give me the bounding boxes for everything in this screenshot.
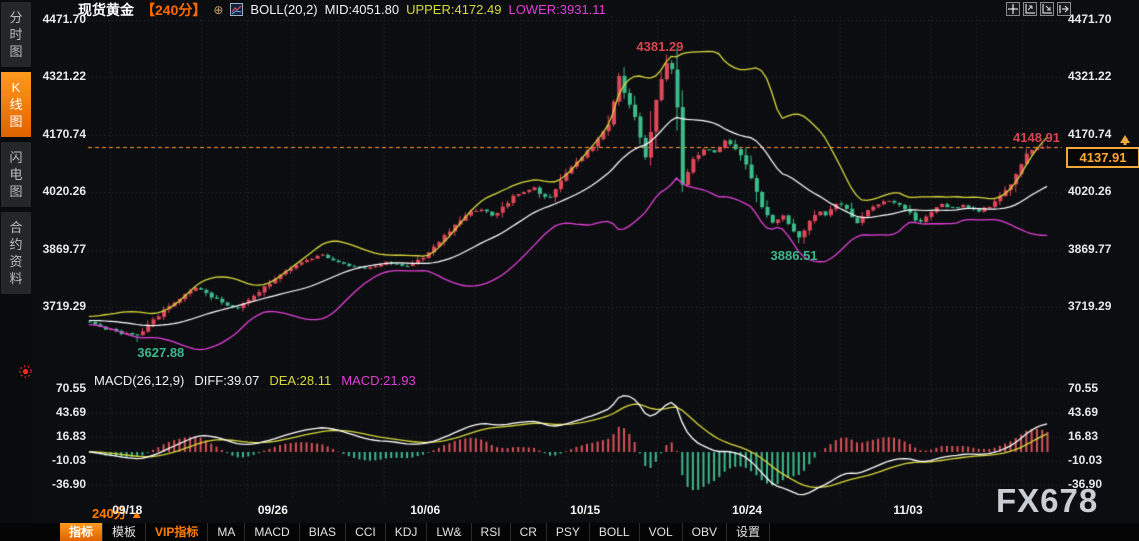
toolbar-item-RSI[interactable]: RSI xyxy=(472,523,511,541)
macd-axis-label: -10.03 xyxy=(51,452,86,467)
sidebar-tab-4[interactable]: 合约资料 xyxy=(1,212,31,294)
macd-axis-label: 70.55 xyxy=(55,380,86,395)
latest-price-pin-icon[interactable] xyxy=(1119,134,1131,146)
chart-tool-buttons xyxy=(1006,2,1071,16)
period-badge[interactable]: 【240分】 xyxy=(141,1,207,18)
toolbar-item-设置[interactable]: 设置 xyxy=(727,523,770,541)
main-axis-label: 4170.74 xyxy=(1068,126,1112,141)
toolbar-item-KDJ[interactable]: KDJ xyxy=(386,523,428,541)
toolbar-item-VOL[interactable]: VOL xyxy=(640,523,683,541)
symbol-name: 现货黄金 xyxy=(78,1,134,18)
macd-axis-label: 43.69 xyxy=(55,404,86,419)
macd-axis-label: 16.83 xyxy=(55,428,86,443)
toolbar-item-LW&[interactable]: LW& xyxy=(427,523,472,541)
period-selector[interactable]: 240分 ▲ xyxy=(92,506,144,521)
price-annotation: 3627.88 xyxy=(137,344,185,360)
main-axis-label: 3869.77 xyxy=(42,241,86,256)
x-axis-date: 10/24 xyxy=(732,503,763,517)
main-axis-label: 4321.22 xyxy=(1068,69,1112,84)
price-annotation: 4148.91 xyxy=(1013,129,1060,145)
macd-title[interactable]: MACD(26,12,9) xyxy=(94,373,185,388)
x-axis-date: 09/18 xyxy=(112,503,143,517)
toolbar-item-PSY[interactable]: PSY xyxy=(547,523,590,541)
main-axis-label: 3869.77 xyxy=(1068,241,1112,256)
main-axis-label: 3719.29 xyxy=(42,298,86,313)
macd-axis-label: -10.03 xyxy=(1068,452,1103,467)
toolbar-item-MACD[interactable]: MACD xyxy=(245,523,300,541)
main-axis-label: 3719.29 xyxy=(1068,298,1112,313)
sidebar-tab-3[interactable]: 闪电图 xyxy=(1,142,31,207)
main-axis-label: 4020.26 xyxy=(42,184,86,199)
watermark-logo: FX678 xyxy=(996,482,1099,519)
boll-settings-label[interactable]: BOLL(20,2) xyxy=(250,2,318,17)
axis-zoom-out-icon[interactable] xyxy=(1040,2,1054,16)
x-axis-date: 10/06 xyxy=(410,503,441,517)
last-price-tag[interactable]: 4137.91 xyxy=(1066,147,1139,168)
boll-lower-value: LOWER:3931.11 xyxy=(508,2,606,17)
macd-macd-value: MACD:21.93 xyxy=(341,373,416,388)
mini-chart-icon[interactable] xyxy=(230,3,244,16)
macd-dea-value: DEA:28.11 xyxy=(269,373,332,388)
x-axis-date: 10/15 xyxy=(570,503,601,517)
axis-zoom-in-icon[interactable] xyxy=(1023,2,1037,16)
boll-mid-value: MID:4051.80 xyxy=(324,2,400,17)
main-axis-label: 4170.74 xyxy=(42,126,86,141)
toolbar-spacer xyxy=(0,523,60,541)
jump-to-latest-icon[interactable] xyxy=(1057,2,1071,16)
x-axis-date: 09/26 xyxy=(257,503,288,517)
toolbar-item-BIAS[interactable]: BIAS xyxy=(300,523,347,541)
macd-axis-label: 16.83 xyxy=(1068,428,1099,443)
price-annotation: 3886.51 xyxy=(770,247,818,263)
indicator-toolbar: 指标 模板 VIP指标 MA MACD BIAS CCI KDJ LW& RSI CR PSY BOLL… xyxy=(0,523,1139,541)
toolbar-item-MA[interactable]: MA xyxy=(208,523,246,541)
main-axis-label: 4471.70 xyxy=(42,12,86,26)
toolbar-item-模板[interactable]: 模板 xyxy=(103,523,147,541)
main-axis-label: 4471.70 xyxy=(1068,12,1112,26)
macd-axis-label: 70.55 xyxy=(1068,380,1099,395)
sidebar-tab-1[interactable]: 分时图 xyxy=(1,2,31,67)
toolbar-item-指标[interactable]: 指标 xyxy=(60,523,104,541)
toolbar-item-BOLL[interactable]: BOLL xyxy=(590,523,640,541)
main-axis-label: 4020.26 xyxy=(1068,184,1112,199)
toolbar-item-CR[interactable]: CR xyxy=(511,523,547,541)
chart-header: 现货黄金 【240分】 ⊕ BOLL(20,2) MID:4051.80 UPP… xyxy=(78,1,606,18)
macd-axis-label: 43.69 xyxy=(1068,404,1099,419)
alarm-icon[interactable] xyxy=(18,364,33,379)
boll-upper-value: UPPER:4172.49 xyxy=(406,2,502,17)
toolbar-item-OBV[interactable]: OBV xyxy=(683,523,727,541)
price-annotation: 4381.29 xyxy=(636,38,684,54)
macd-axis-label: -36.90 xyxy=(51,476,86,491)
macd-diff-value: DIFF:39.07 xyxy=(194,373,260,388)
macd-axis-label: -36.90 xyxy=(1068,476,1103,491)
crosshair-move-icon[interactable] xyxy=(1006,2,1020,16)
add-indicator-icon[interactable]: ⊕ xyxy=(213,2,224,17)
main-axis-label: 4321.22 xyxy=(42,69,86,84)
x-axis-date: 11/03 xyxy=(893,503,923,517)
toolbar-item-CCI[interactable]: CCI xyxy=(346,523,386,541)
toolbar-item-VIP指标[interactable]: VIP指标 xyxy=(146,523,209,541)
macd-header: MACD(26,12,9) DIFF:39.07 DEA:28.11 MACD:… xyxy=(94,373,416,388)
